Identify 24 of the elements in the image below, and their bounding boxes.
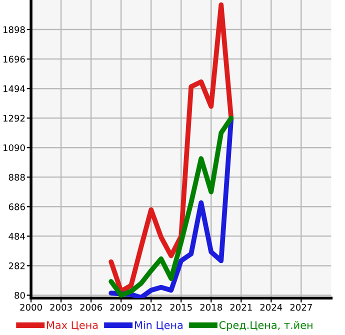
y-tick-label: 1494 [4, 85, 25, 92]
y-tick-label: 888 [8, 174, 25, 181]
x-tick-label: 2027 [290, 304, 312, 311]
x-tick-label: 2015 [170, 304, 192, 311]
legend-label: Сред.Цена, т.йен [219, 320, 312, 332]
y-tick-label: 1090 [4, 144, 25, 152]
x-tick-label: 2006 [80, 304, 102, 311]
x-tick-label: 2012 [140, 304, 162, 311]
y-tick-label: 686 [8, 203, 25, 210]
legend-label: Min Цена [134, 320, 182, 330]
legend-label: Max Цена [47, 321, 98, 330]
x-tick-label: 2024 [260, 304, 282, 311]
x-tick-label: 2000 [20, 304, 42, 311]
y-tick-label: 1898 [4, 26, 25, 34]
x-tick-label: 2003 [50, 304, 72, 311]
x-tick-label: 2021 [230, 304, 252, 311]
y-tick-label: 1292 [4, 114, 25, 122]
y-tick-label: 484 [8, 232, 25, 240]
y-tick-label: 282 [8, 262, 25, 270]
x-tick-label: 2009 [110, 304, 132, 311]
x-tick-label: 2018 [200, 304, 222, 311]
y-tick-label: 1696 [4, 56, 25, 63]
line-series [108, 2, 234, 294]
y-tick-label: 80 [14, 292, 25, 299]
